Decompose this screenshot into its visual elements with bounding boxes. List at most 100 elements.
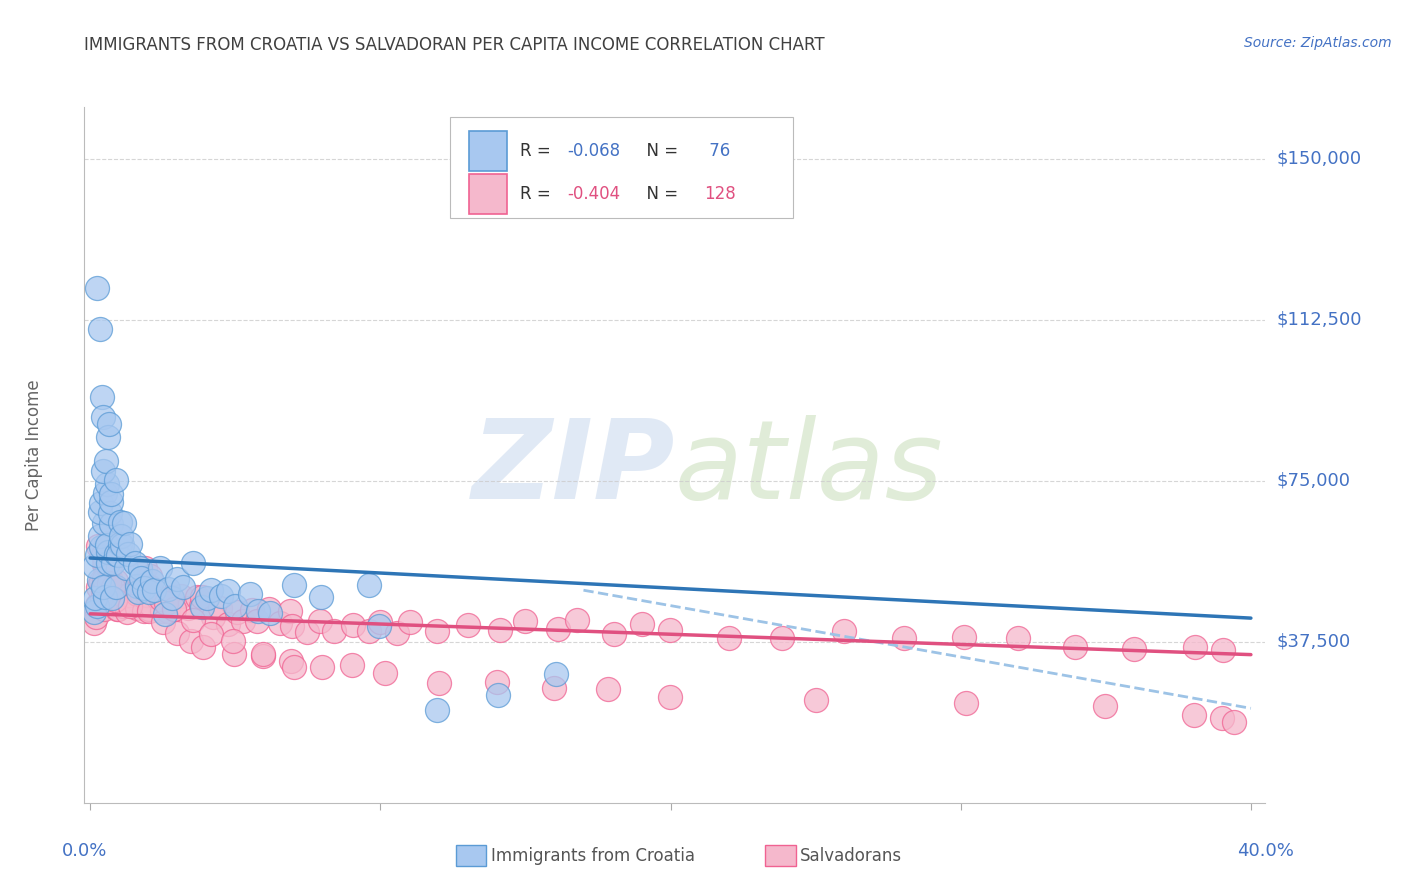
Point xyxy=(91,581,114,595)
Point xyxy=(90,574,112,589)
Point xyxy=(127,585,149,599)
Point xyxy=(105,580,128,594)
Point xyxy=(146,590,169,604)
Point xyxy=(190,599,212,614)
Point xyxy=(269,615,291,630)
Point xyxy=(93,590,115,604)
Point xyxy=(108,589,131,603)
Point xyxy=(181,613,204,627)
Point xyxy=(125,579,148,593)
Point xyxy=(83,591,105,606)
Point xyxy=(138,585,160,599)
Point xyxy=(134,604,156,618)
Text: $150,000: $150,000 xyxy=(1277,150,1361,168)
Point xyxy=(98,571,121,585)
Text: -0.404: -0.404 xyxy=(568,186,620,203)
Point xyxy=(86,548,108,562)
Point xyxy=(105,602,128,616)
Point xyxy=(91,548,114,562)
Text: 76: 76 xyxy=(704,142,731,160)
Point xyxy=(399,615,422,629)
Point xyxy=(283,578,305,592)
Point xyxy=(247,603,270,617)
Point xyxy=(124,557,146,571)
Point xyxy=(125,600,148,615)
Point xyxy=(426,624,449,638)
Point xyxy=(129,561,152,575)
Point xyxy=(225,605,247,619)
Point xyxy=(112,589,135,603)
Text: 0.0%: 0.0% xyxy=(62,842,107,860)
Point xyxy=(120,599,142,614)
Text: Salvadorans: Salvadorans xyxy=(800,847,903,865)
Point xyxy=(1184,640,1206,654)
Point xyxy=(152,615,174,630)
Point xyxy=(191,640,214,654)
Point xyxy=(281,618,304,632)
Point xyxy=(543,681,565,696)
Point xyxy=(105,547,128,561)
Point xyxy=(150,604,173,618)
Point xyxy=(252,647,274,661)
Point xyxy=(166,626,188,640)
Point xyxy=(115,605,138,619)
Point xyxy=(104,593,127,607)
Point xyxy=(139,568,162,582)
Point xyxy=(489,624,512,638)
Point xyxy=(93,602,115,616)
Point xyxy=(83,605,105,619)
Point xyxy=(368,615,391,629)
Point xyxy=(217,583,239,598)
Point xyxy=(118,537,141,551)
Point xyxy=(108,515,131,529)
Point xyxy=(160,591,183,606)
Point xyxy=(101,580,124,594)
Point xyxy=(93,572,115,586)
Point xyxy=(90,390,112,404)
Point xyxy=(103,556,125,570)
Point xyxy=(90,496,112,510)
Point xyxy=(1222,715,1244,730)
Point xyxy=(217,617,239,632)
Point xyxy=(342,658,364,673)
Point xyxy=(457,618,479,632)
Point xyxy=(197,591,219,605)
Point xyxy=(190,600,212,615)
Point xyxy=(94,560,117,574)
Point xyxy=(239,587,262,601)
Point xyxy=(98,417,121,431)
Point xyxy=(117,547,139,561)
Point xyxy=(83,558,105,573)
Text: Immigrants from Croatia: Immigrants from Croatia xyxy=(491,847,695,865)
Point xyxy=(97,430,120,444)
Point xyxy=(544,666,567,681)
Point xyxy=(118,588,141,602)
Point xyxy=(131,588,153,602)
Text: Per Capita Income: Per Capita Income xyxy=(25,379,44,531)
Point xyxy=(138,605,160,619)
Point xyxy=(426,703,449,717)
Point xyxy=(134,561,156,575)
Point xyxy=(311,659,333,673)
Point xyxy=(717,632,740,646)
Point xyxy=(357,578,380,592)
Point xyxy=(84,610,107,624)
Point xyxy=(91,464,114,478)
Point xyxy=(87,573,110,587)
Point xyxy=(200,627,222,641)
Point xyxy=(134,581,156,595)
Point xyxy=(97,587,120,601)
Point xyxy=(603,627,626,641)
Point xyxy=(427,675,450,690)
Point xyxy=(259,606,281,620)
Point xyxy=(232,615,254,629)
Point xyxy=(83,616,105,631)
Point xyxy=(152,591,174,606)
Point xyxy=(163,602,186,616)
Point xyxy=(112,516,135,531)
Point xyxy=(108,582,131,597)
Point xyxy=(93,548,115,562)
Text: Source: ZipAtlas.com: Source: ZipAtlas.com xyxy=(1244,36,1392,50)
Point xyxy=(166,572,188,586)
Point xyxy=(209,589,232,603)
